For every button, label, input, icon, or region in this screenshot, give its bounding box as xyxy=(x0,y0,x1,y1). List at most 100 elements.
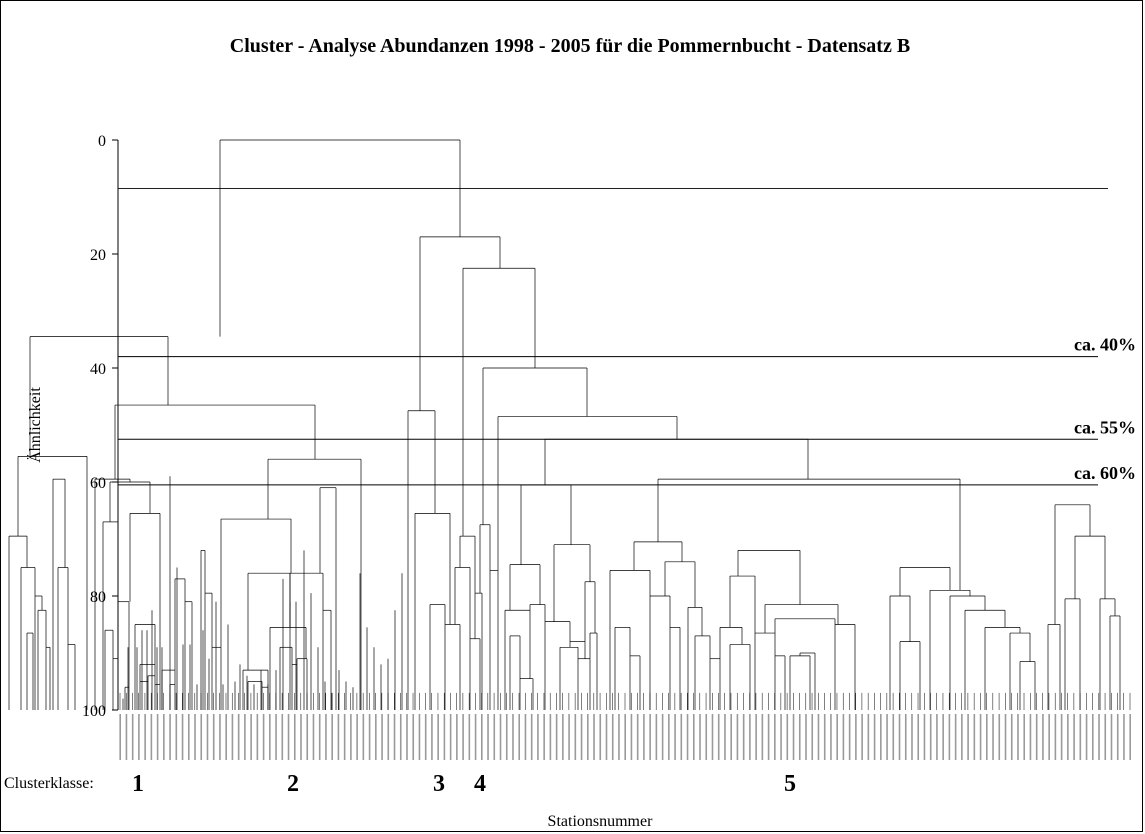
leaf-label-118 xyxy=(855,714,857,760)
leaf-label-74 xyxy=(580,714,583,760)
leaf-label-71 xyxy=(562,714,564,760)
leaf-label-121 xyxy=(873,714,876,760)
dendrogram-links xyxy=(8,139,1131,710)
leaf-label-158 xyxy=(1104,714,1107,760)
y-tick-label-3: 60 xyxy=(90,475,106,492)
leaf-label-80 xyxy=(618,714,620,760)
leaf-label-12 xyxy=(194,714,196,760)
leaf-label-18 xyxy=(231,714,234,760)
reference-line-label-2: ca. 55% xyxy=(1074,417,1136,437)
leaf-label-156 xyxy=(1091,714,1094,760)
leaf-label-142 xyxy=(1004,714,1007,760)
leaf-label-84 xyxy=(643,714,645,760)
leaf-label-149 xyxy=(1048,714,1050,760)
leaf-label-68 xyxy=(543,714,545,760)
leaf-label-161 xyxy=(1123,714,1125,760)
leaf-label-116 xyxy=(842,714,845,760)
leaf-label-130 xyxy=(929,714,932,760)
leaf-label-104 xyxy=(767,714,770,760)
leaf-label-51 xyxy=(437,714,439,760)
leaf-label-36 xyxy=(343,714,346,760)
leaf-label-107 xyxy=(786,714,789,760)
leaf-label-44 xyxy=(393,714,396,760)
leaf-label-105 xyxy=(774,714,776,760)
leaf-label-52 xyxy=(443,714,446,760)
leaf-label-67 xyxy=(537,714,539,760)
leaf-label-34 xyxy=(331,714,333,760)
leaf-label-154 xyxy=(1079,714,1082,760)
leaf-label-147 xyxy=(1035,714,1038,760)
leaf-label-97 xyxy=(724,714,726,760)
leaf-label-117 xyxy=(848,714,851,760)
leaf-label-145 xyxy=(1023,714,1026,760)
leaf-label-101 xyxy=(749,714,751,760)
y-tick-label-1: 20 xyxy=(90,247,106,264)
leaf-label-123 xyxy=(886,714,888,760)
y-axis-ticks: 0 20 40 60 80 100 xyxy=(82,133,118,720)
leaf-label-109 xyxy=(798,714,801,760)
leaf-label-16 xyxy=(219,714,221,760)
y-axis-label: Ähnlichkeit xyxy=(26,387,44,463)
leaf-label-22 xyxy=(256,714,259,760)
y-tick-label-4: 80 xyxy=(90,589,106,606)
leaf-label-113 xyxy=(823,714,826,760)
leaf-label-86 xyxy=(655,714,658,760)
leaf-label-112 xyxy=(817,714,820,760)
cluster-class-1: 1 xyxy=(132,771,144,797)
leaf-label-120 xyxy=(867,714,870,760)
leaf-label-60 xyxy=(493,714,496,760)
leaf-label-91 xyxy=(686,714,689,760)
leaf-label-47 xyxy=(412,714,415,760)
leaf-label-19 xyxy=(237,714,240,760)
leaf-label-25 xyxy=(275,714,277,760)
leaf-label-143 xyxy=(1010,714,1013,760)
leaf-label-11 xyxy=(187,714,190,760)
y-tick-label-2: 40 xyxy=(90,361,106,378)
leaf-label-78 xyxy=(605,714,608,760)
leaf-label-75 xyxy=(586,714,589,760)
leaf-label-126 xyxy=(904,714,907,760)
leaf-label-137 xyxy=(973,714,976,760)
leaf-label-122 xyxy=(880,714,882,760)
leaf-label-119 xyxy=(861,714,863,760)
leaf-label-14 xyxy=(206,714,209,760)
cluster-class-4: 4 xyxy=(474,771,486,797)
x-axis-label: Stationsnummer xyxy=(548,813,654,830)
leaf-label-7 xyxy=(163,714,165,760)
leaf-label-58 xyxy=(481,714,483,760)
cluster-class-5: 5 xyxy=(784,771,796,797)
leaf-label-94 xyxy=(705,714,708,760)
leaf-label-8 xyxy=(169,714,171,760)
leaf-label-72 xyxy=(568,714,570,760)
leaf-label-35 xyxy=(337,714,340,760)
chart-title: Cluster - Analyse Abundanzen 1998 - 2005… xyxy=(230,35,910,57)
leaf-label-106 xyxy=(780,714,782,760)
leaf-label-31 xyxy=(312,714,315,760)
leaf-label-139 xyxy=(986,714,988,760)
leaf-label-0 xyxy=(119,714,121,760)
leaf-label-41 xyxy=(375,714,377,760)
y-tick-label-5: 100 xyxy=(82,703,106,720)
leaf-label-43 xyxy=(387,714,390,760)
leaf-label-30 xyxy=(306,714,309,760)
leaf-label-100 xyxy=(742,714,745,760)
leaf-label-102 xyxy=(755,714,757,760)
cluster-class-3: 3 xyxy=(433,771,445,797)
leaf-label-162 xyxy=(1129,714,1131,760)
leaf-label-76 xyxy=(593,714,595,760)
leaf-label-24 xyxy=(269,714,271,760)
leaf-label-115 xyxy=(836,714,838,760)
leaf-label-129 xyxy=(923,714,926,760)
leaf-label-48 xyxy=(418,714,421,760)
leaf-label-103 xyxy=(761,714,764,760)
leaf-label-37 xyxy=(350,714,352,760)
leaf-label-6 xyxy=(156,714,159,760)
leaf-label-32 xyxy=(318,714,321,760)
leaf-label-59 xyxy=(487,714,489,760)
leaf-label-93 xyxy=(699,714,701,760)
leaf-label-10 xyxy=(181,714,184,760)
leaf-label-146 xyxy=(1029,714,1032,760)
leaf-label-27 xyxy=(287,714,290,760)
leaf-label-83 xyxy=(636,714,639,760)
